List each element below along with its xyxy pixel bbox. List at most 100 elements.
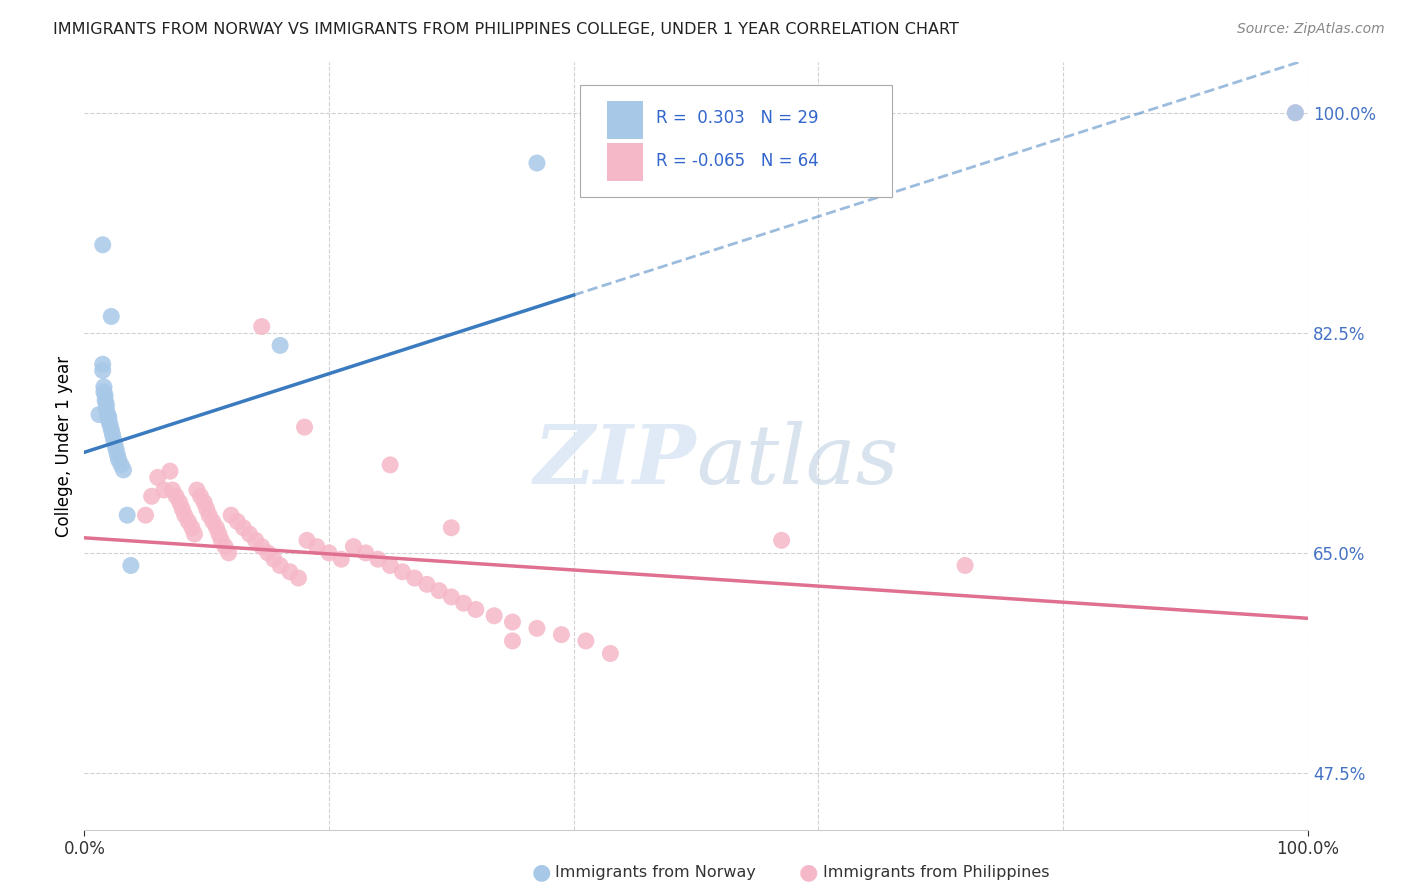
Text: atlas: atlas xyxy=(696,421,898,501)
Point xyxy=(416,577,439,591)
Point xyxy=(103,433,125,447)
Point xyxy=(250,540,273,554)
Point xyxy=(318,546,340,560)
Point xyxy=(464,602,486,616)
Point xyxy=(482,608,505,623)
Point xyxy=(214,540,236,554)
Point xyxy=(94,393,117,408)
Point xyxy=(526,156,548,170)
Text: R =  0.303   N = 29: R = 0.303 N = 29 xyxy=(655,110,818,128)
Text: Immigrants from Philippines: Immigrants from Philippines xyxy=(823,865,1049,880)
Point xyxy=(97,414,120,428)
Point xyxy=(91,363,114,377)
Point xyxy=(100,423,122,437)
Point xyxy=(367,552,389,566)
FancyBboxPatch shape xyxy=(606,101,644,139)
Point xyxy=(87,408,110,422)
Point xyxy=(218,546,240,560)
Point xyxy=(105,448,128,462)
Point xyxy=(575,634,598,648)
Point xyxy=(96,402,118,417)
Point xyxy=(209,533,232,548)
Point xyxy=(453,596,475,610)
Point xyxy=(110,458,132,472)
Point xyxy=(269,558,291,573)
Point xyxy=(97,410,120,425)
Point xyxy=(287,571,309,585)
Point xyxy=(165,489,187,503)
Point xyxy=(526,621,548,635)
Text: Immigrants from Norway: Immigrants from Norway xyxy=(555,865,756,880)
Point xyxy=(91,357,114,371)
Point xyxy=(198,508,221,523)
Point xyxy=(115,508,138,523)
Point xyxy=(953,558,976,573)
Point xyxy=(342,540,364,554)
Point xyxy=(181,521,204,535)
Point xyxy=(173,508,195,523)
Point xyxy=(91,237,114,252)
Point xyxy=(391,565,413,579)
Point xyxy=(404,571,426,585)
Point xyxy=(440,521,463,535)
Point xyxy=(208,527,231,541)
Point xyxy=(104,438,127,452)
Point xyxy=(1284,105,1306,120)
Point xyxy=(172,501,194,516)
Text: ●: ● xyxy=(799,863,818,882)
Point xyxy=(183,527,205,541)
Point xyxy=(177,515,200,529)
Point xyxy=(153,483,176,497)
Point xyxy=(101,427,124,442)
Point xyxy=(205,521,228,535)
Point xyxy=(97,408,120,422)
Point xyxy=(201,515,224,529)
Point xyxy=(250,319,273,334)
Point xyxy=(245,533,267,548)
Point xyxy=(190,489,212,503)
Point xyxy=(162,483,184,497)
Point xyxy=(219,508,242,523)
Point xyxy=(440,590,463,604)
Point xyxy=(107,453,129,467)
Point xyxy=(1284,105,1306,120)
Point xyxy=(141,489,163,503)
Point xyxy=(263,552,285,566)
Text: ZIP: ZIP xyxy=(533,421,696,501)
Point xyxy=(269,338,291,352)
Point xyxy=(105,442,128,457)
Point xyxy=(295,533,318,548)
Point xyxy=(278,565,301,579)
Point xyxy=(550,627,572,641)
Point xyxy=(94,389,117,403)
Point xyxy=(169,495,191,509)
Point xyxy=(93,380,115,394)
Point xyxy=(380,458,402,472)
Point xyxy=(193,495,215,509)
Point xyxy=(186,483,208,497)
Point xyxy=(427,583,450,598)
Point xyxy=(330,552,353,566)
Point xyxy=(98,417,121,432)
Point xyxy=(770,533,793,548)
FancyBboxPatch shape xyxy=(606,143,644,181)
Point xyxy=(305,540,328,554)
Point xyxy=(257,546,280,560)
Text: ●: ● xyxy=(531,863,551,882)
Point xyxy=(120,558,142,573)
Point xyxy=(238,527,260,541)
Point xyxy=(354,546,377,560)
Point xyxy=(100,310,122,324)
Point xyxy=(232,521,254,535)
Point xyxy=(135,508,157,523)
Point xyxy=(294,420,316,434)
Point xyxy=(226,515,249,529)
Point xyxy=(112,463,135,477)
Point xyxy=(380,558,402,573)
Point xyxy=(96,397,118,411)
Point xyxy=(599,647,621,661)
Point xyxy=(93,384,115,399)
Point xyxy=(146,470,169,484)
Y-axis label: College, Under 1 year: College, Under 1 year xyxy=(55,355,73,537)
Point xyxy=(195,501,218,516)
